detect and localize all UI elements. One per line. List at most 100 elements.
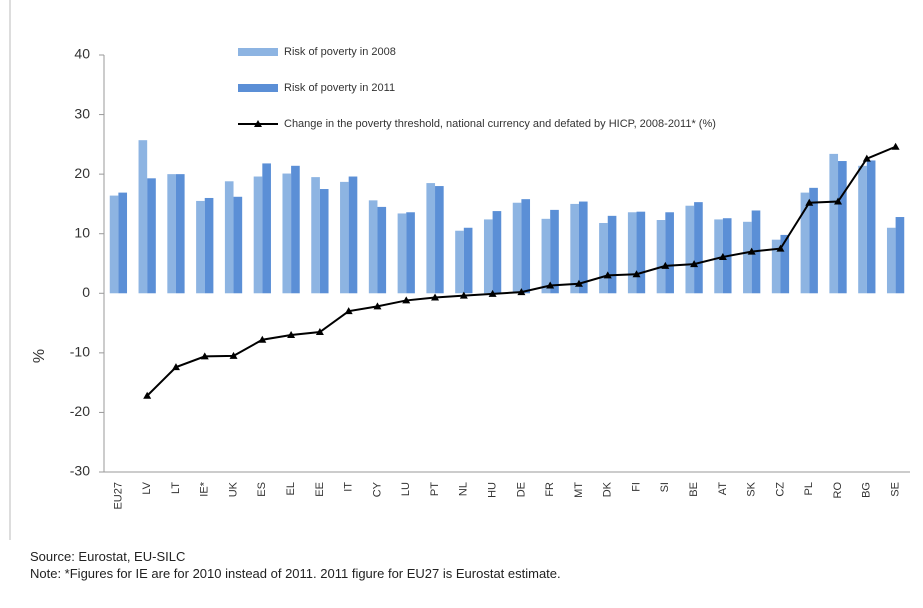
bar (895, 217, 905, 294)
y-tick-label: -30 (70, 463, 90, 479)
bar (348, 176, 358, 294)
x-tick-label: HU (487, 482, 499, 498)
bar (578, 201, 588, 294)
y-tick-label: 10 (74, 224, 90, 240)
marker (344, 307, 353, 315)
legend-swatch (238, 48, 278, 56)
legend-label: Risk of poverty in 2011 (284, 82, 395, 94)
bar (426, 183, 436, 294)
x-tick-label: EU27 (112, 482, 124, 510)
marker (546, 281, 555, 289)
bar (262, 163, 271, 294)
marker (229, 351, 238, 359)
y-tick-label: 30 (74, 105, 90, 121)
bar (319, 189, 329, 294)
marker (517, 288, 526, 296)
bar (196, 200, 205, 294)
bar (627, 212, 637, 294)
marker (258, 335, 267, 343)
marker (776, 244, 785, 252)
marker (632, 270, 641, 278)
bar (838, 161, 847, 294)
marker (402, 296, 411, 304)
bar (550, 209, 559, 294)
x-tick-label: SE (890, 482, 902, 497)
x-tick-label: FI (630, 482, 642, 492)
bar (512, 202, 522, 294)
bar (233, 196, 243, 294)
y-axis-label: % (31, 349, 48, 363)
note: Note: *Figures for IE are for 2010 inste… (30, 566, 561, 581)
x-tick-label: BE (688, 482, 700, 497)
marker (488, 289, 497, 297)
bar (685, 205, 695, 294)
x-tick-label: EE (314, 482, 326, 497)
bar (694, 202, 703, 294)
footer: Source: Eurostat, EU-SILC Note: *Figures… (30, 548, 730, 582)
bar (311, 177, 320, 294)
x-tick-label: LT (170, 482, 182, 494)
x-tick-label: NL (458, 482, 470, 496)
bar (665, 212, 674, 294)
bar (636, 211, 646, 294)
x-tick-label: BG (861, 482, 873, 498)
x-tick-label: MT (573, 482, 585, 498)
marker (315, 328, 324, 336)
bar (147, 178, 156, 294)
bar (492, 211, 502, 294)
bar (253, 176, 263, 294)
y-tick-label: 0 (82, 284, 90, 300)
bar (780, 234, 790, 294)
bar (138, 140, 148, 294)
bar (743, 221, 752, 294)
x-tick-label: IT (343, 482, 355, 492)
bar (866, 160, 876, 294)
x-tick-label: CZ (774, 482, 786, 497)
x-tick-label: RO (832, 482, 844, 499)
x-tick-label: LU (400, 482, 412, 496)
legend-label: Change in the poverty threshold, nationa… (284, 118, 716, 130)
y-tick-label: 40 (74, 46, 90, 62)
x-tick-label: ES (256, 482, 268, 497)
bar (714, 219, 723, 294)
marker (862, 154, 871, 162)
bar (455, 230, 464, 294)
bar (599, 222, 608, 294)
bar (204, 197, 214, 294)
bar (175, 174, 185, 294)
bar (771, 239, 781, 294)
x-tick-label: AT (717, 482, 729, 496)
source: Source: Eurostat, EU-SILC (30, 549, 186, 564)
marker (200, 352, 209, 360)
marker (891, 142, 900, 150)
legend-swatch (238, 84, 278, 92)
marker (834, 197, 843, 205)
marker (431, 293, 440, 301)
y-tick-label: 20 (74, 165, 90, 181)
x-tick-label: IE* (199, 481, 211, 496)
x-tick-label: EL (285, 482, 297, 495)
bar (809, 187, 818, 294)
bar (829, 153, 839, 294)
bar (435, 186, 444, 294)
x-tick-label: PL (803, 482, 815, 495)
legend-label: Risk of poverty in 2008 (284, 46, 396, 58)
bar (397, 213, 407, 294)
marker (603, 271, 612, 279)
marker (805, 198, 814, 206)
bar (463, 227, 473, 294)
marker (747, 247, 756, 255)
marker (373, 302, 382, 310)
bar (282, 173, 292, 294)
x-tick-label: SI (659, 482, 671, 492)
bar (377, 206, 387, 294)
x-tick-label: SK (746, 481, 758, 496)
x-tick-label: UK (227, 481, 239, 497)
bar (656, 220, 666, 294)
bar (291, 165, 300, 294)
marker (287, 330, 296, 338)
x-tick-label: DE (515, 482, 527, 497)
bar (541, 218, 551, 294)
marker (690, 260, 699, 268)
